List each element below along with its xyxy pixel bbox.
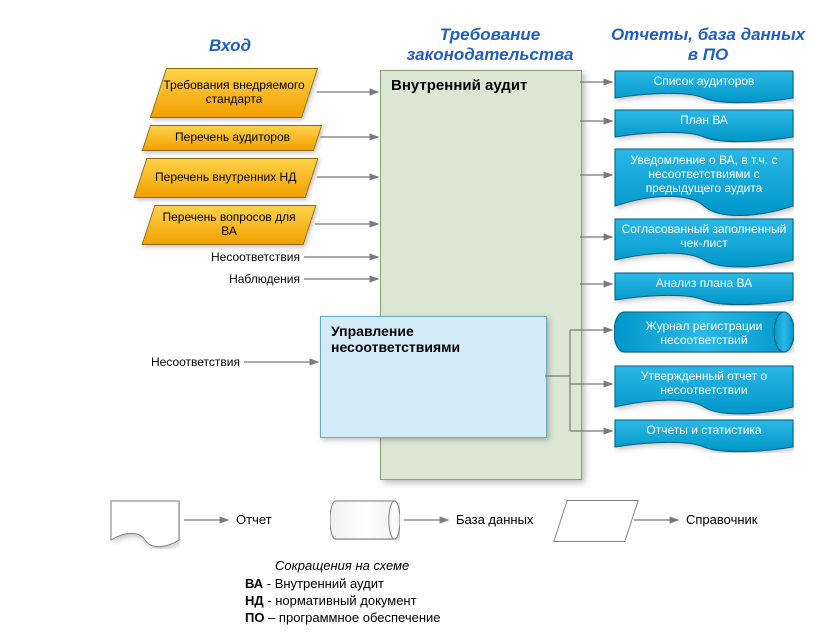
output-o6: Журнал регистрации несоответствий	[614, 311, 794, 353]
legend-label-cyl: База данных	[456, 512, 533, 527]
legend-shape-doc	[110, 500, 180, 540]
abbr-line-ВА: ВА - Внутренний аудит	[245, 576, 384, 591]
output-label: Согласованный заполненный чек-лист	[620, 222, 788, 252]
output-o1: Список аудиторов	[614, 70, 794, 98]
output-o2: План ВА	[614, 109, 794, 137]
legend-shape-cyl	[330, 500, 400, 540]
input-in1: Требования внедряемого стандарта	[150, 68, 318, 118]
input-in7: Несоответствия	[130, 355, 240, 369]
output-label: Анализ плана ВА	[620, 276, 788, 292]
input-label: Перечень внутренних НД	[151, 171, 300, 185]
output-label: Журнал регистрации несоответствий	[622, 321, 786, 347]
input-label: Перечень аудиторов	[171, 131, 294, 145]
input-in2: Перечень аудиторов	[142, 125, 322, 151]
abbr-title: Сокращения на схеме	[275, 558, 409, 573]
output-label: План ВА	[620, 113, 788, 129]
subprocess-title: Управление несоответствиями	[331, 323, 546, 355]
output-o4: Согласованный заполненный чек-лист	[614, 218, 794, 260]
process-main-title: Внутренний аудит	[391, 77, 527, 94]
output-o7: Утвержденный отчет о несоответствии	[614, 365, 794, 407]
diagram-canvas: Вход Требование законодательства Отчеты, б…	[0, 0, 823, 642]
input-in5: Несоответствия	[190, 250, 300, 264]
output-o3: Уведомление о ВА, в т.ч. с несоответстви…	[614, 148, 794, 206]
input-in6: Наблюдения	[210, 272, 300, 286]
input-label: Требования внедряемого стандарта	[159, 79, 309, 107]
legend-label-doc: Отчет	[236, 512, 272, 527]
output-label: Утвержденный отчет о несоответствии	[620, 369, 788, 399]
legend-shape-pgram	[560, 500, 630, 540]
output-label: Список аудиторов	[620, 74, 788, 90]
output-label: Уведомление о ВА, в т.ч. с несоответстви…	[620, 152, 788, 198]
abbr-line-ПО: ПО – программное обеспечение	[245, 610, 441, 625]
header-center: Требование законодательства	[390, 25, 590, 65]
input-in3: Перечень внутренних НД	[134, 158, 319, 198]
subprocess: Управление несоответствиями	[320, 316, 547, 438]
header-output: Отчеты, база данных в ПО	[608, 25, 808, 65]
input-in4: Перечень вопросов для ВА	[142, 205, 317, 245]
output-o5: Анализ плана ВА	[614, 272, 794, 300]
legend-label-pgram: Справочник	[686, 512, 758, 527]
output-o8: Отчеты и статистика	[614, 419, 794, 447]
input-label: Перечень вопросов для ВА	[149, 211, 309, 239]
header-input: Вход	[160, 36, 300, 56]
output-label: Отчеты и статистика	[620, 423, 788, 439]
abbr-line-НД: НД - нормативный документ	[245, 593, 417, 608]
